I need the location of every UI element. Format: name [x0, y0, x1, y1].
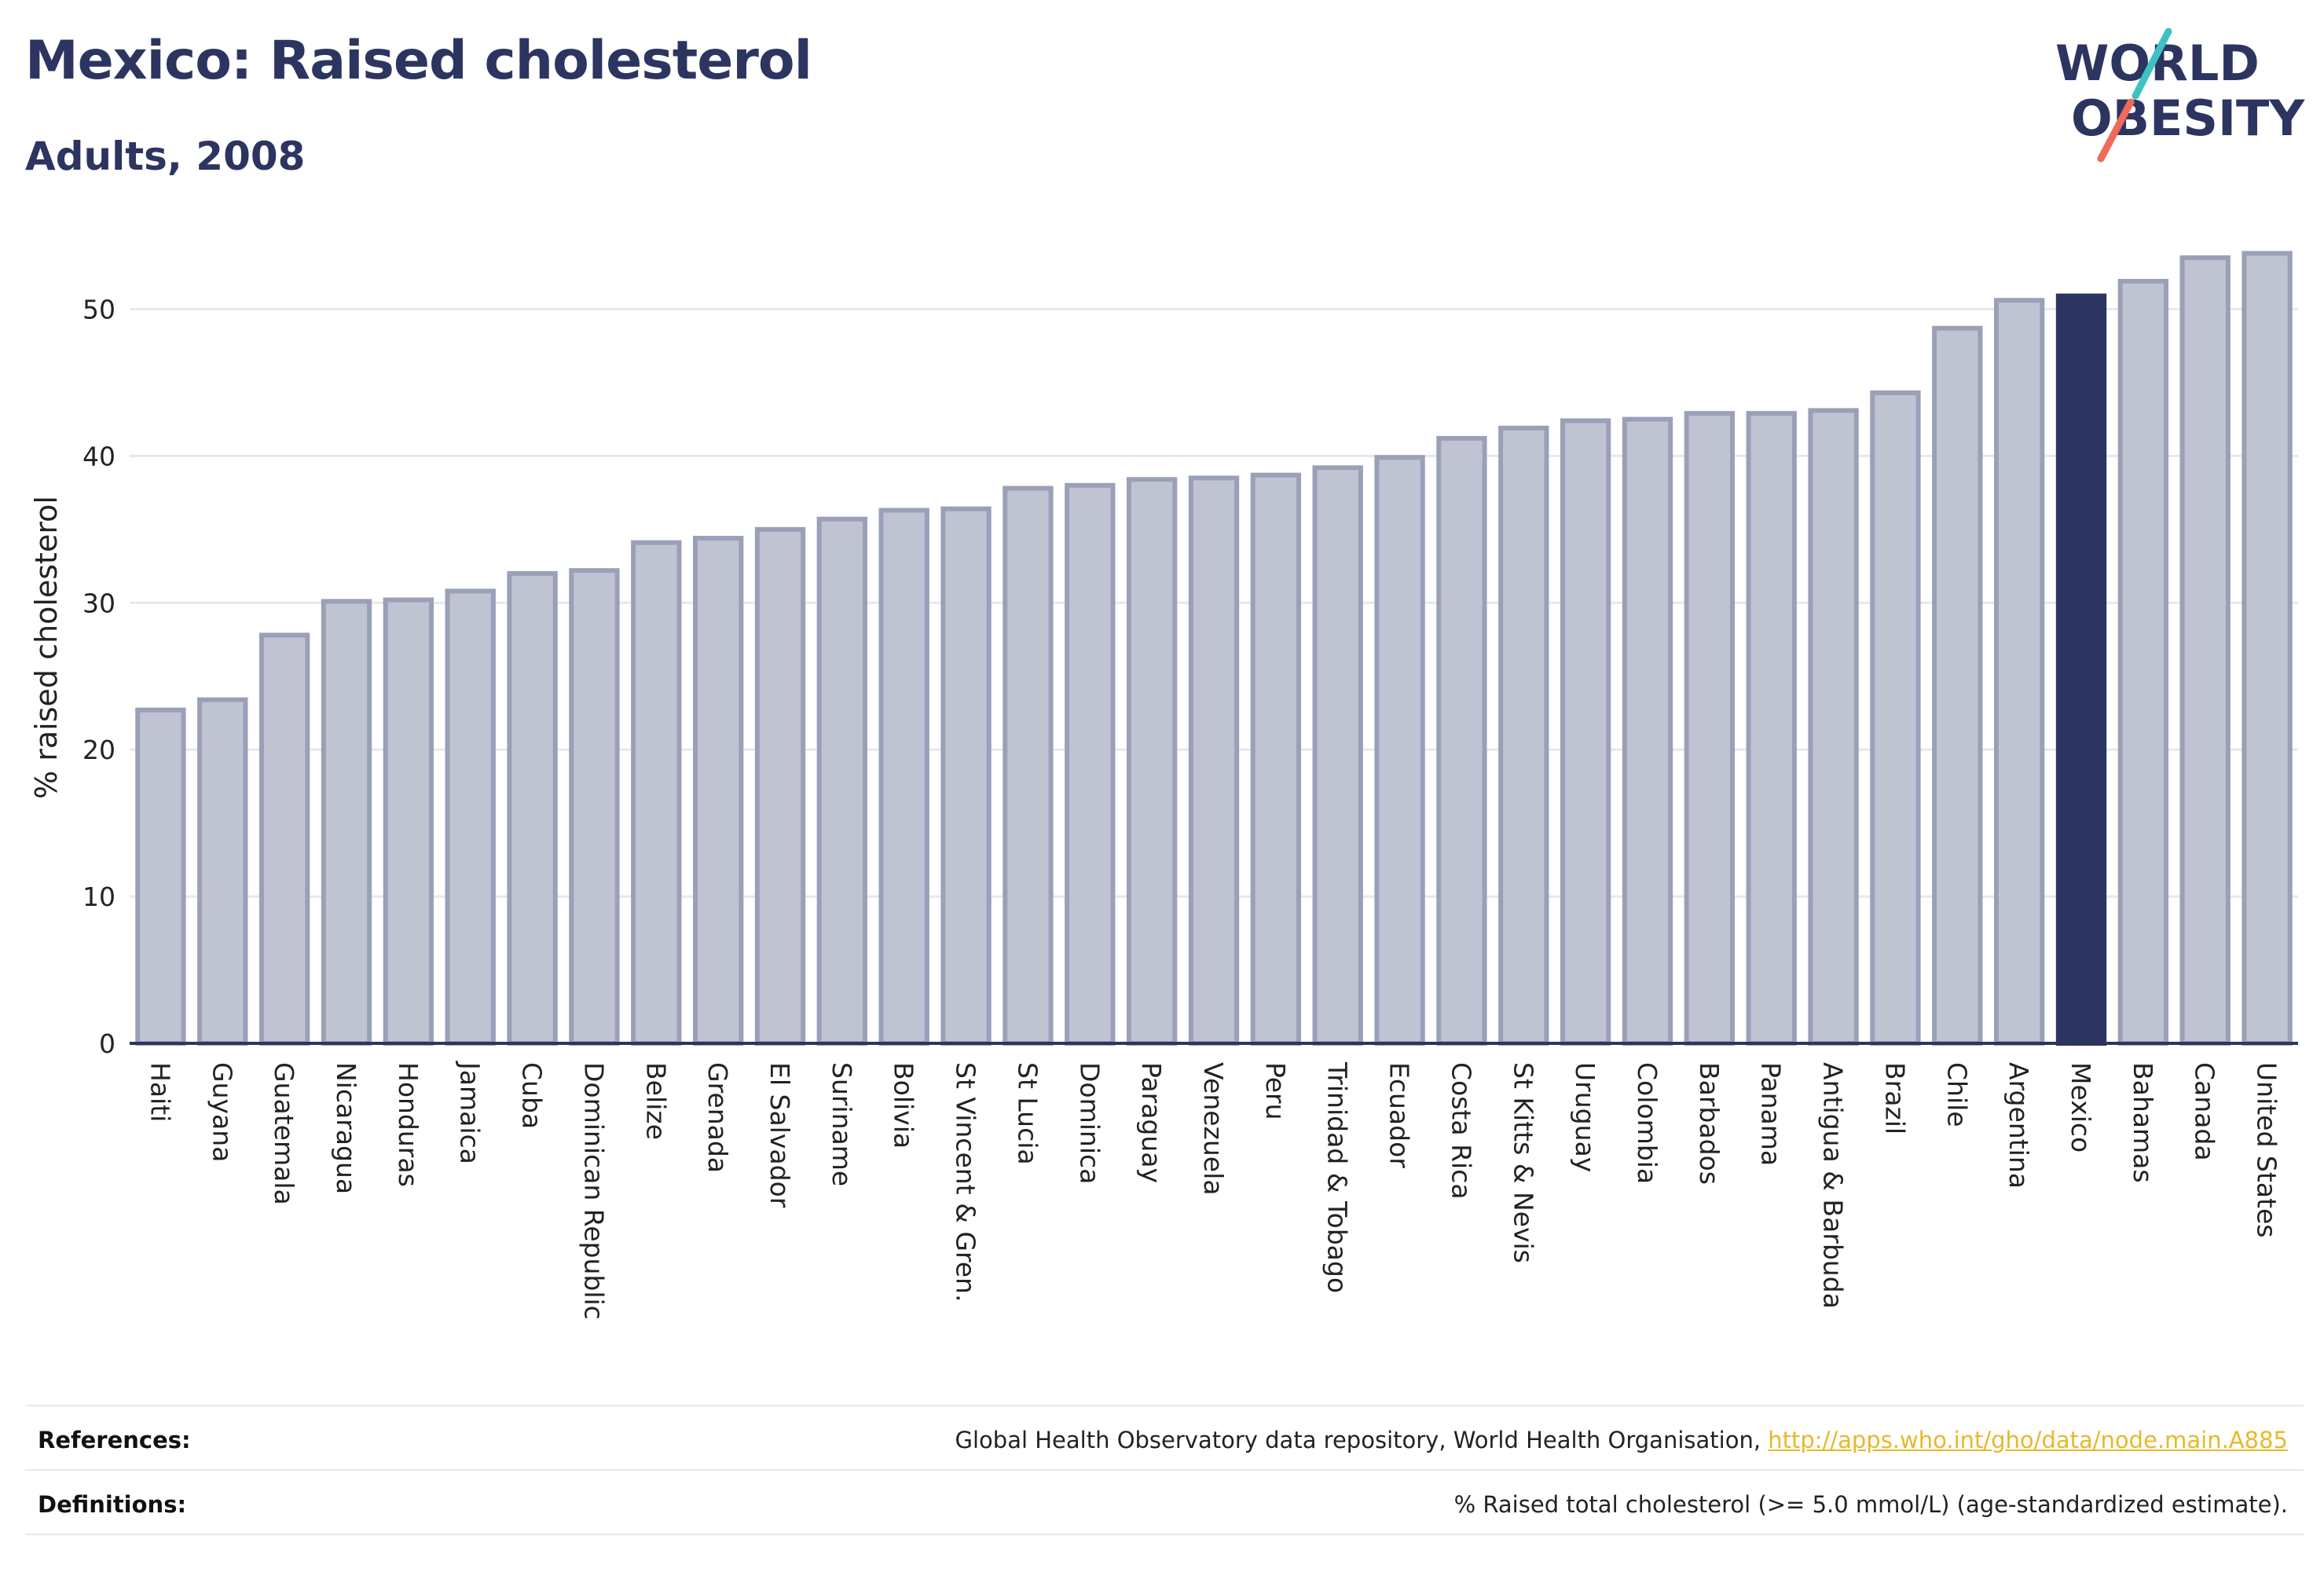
- bar-highlight: [2055, 293, 2107, 1046]
- x-tick-label: Nicaragua: [331, 1062, 361, 1194]
- definitions-label: Definitions:: [38, 1491, 187, 1518]
- bar: [1374, 455, 1425, 1046]
- bar: [878, 508, 929, 1046]
- bar: [1993, 298, 2045, 1046]
- x-tick-label: Honduras: [393, 1062, 423, 1187]
- references-label: References:: [38, 1427, 191, 1453]
- x-tick-label: Guyana: [207, 1062, 237, 1162]
- bar: [1003, 486, 1054, 1046]
- bar: [1312, 465, 1363, 1046]
- bar: [1746, 411, 1797, 1046]
- x-tick-label: St Lucia: [1012, 1062, 1043, 1165]
- x-tick-label: Paraguay: [1136, 1062, 1167, 1183]
- x-tick-label: Colombia: [1632, 1062, 1662, 1184]
- bar: [1808, 408, 1859, 1046]
- x-tick-label: Dominican Republic: [578, 1062, 609, 1320]
- footer-divider-bottom: [25, 1534, 2304, 1535]
- x-tick-label: El Salvador: [764, 1062, 795, 1208]
- x-tick-label: Belize: [640, 1062, 671, 1140]
- y-tick-label: 50: [82, 294, 115, 324]
- bar-chart: 0 10 20 30 40 50 % raised cholesterol Haiti Guya…: [29, 251, 2298, 1320]
- y-tick-label: 20: [82, 735, 115, 765]
- x-tick-label: Bahamas: [2128, 1062, 2158, 1183]
- x-tick-label: Uruguay: [1570, 1062, 1600, 1172]
- y-tick-label: 10: [82, 881, 115, 912]
- chart-subtitle: Adults, 2008: [25, 134, 306, 179]
- x-tick-label: Panama: [1756, 1062, 1787, 1166]
- bar: [1188, 475, 1240, 1046]
- bar: [940, 506, 992, 1046]
- bar: [197, 697, 248, 1046]
- bar: [2179, 255, 2231, 1046]
- x-tick-label: Cuba: [517, 1062, 548, 1129]
- logo-line1: WORLD: [2055, 35, 2260, 92]
- bar: [321, 599, 372, 1046]
- y-axis-label: % raised cholesterol: [29, 496, 64, 799]
- bar: [569, 568, 620, 1046]
- x-tick-label: Venezuela: [1198, 1062, 1229, 1195]
- x-tick-label: Trinidad & Tobago: [1322, 1061, 1353, 1293]
- x-tick-label: Chile: [1941, 1062, 1972, 1127]
- x-tick-label: Ecuador: [1384, 1062, 1415, 1168]
- references-value: Global Health Observatory data repositor…: [955, 1427, 2288, 1453]
- bar: [507, 570, 558, 1046]
- bar: [258, 632, 310, 1046]
- world-obesity-logo: WORLD OBESITY: [2055, 27, 2305, 163]
- bar: [1870, 390, 1921, 1046]
- references-text: Global Health Observatory data repositor…: [955, 1427, 1761, 1453]
- bar: [1932, 325, 1983, 1046]
- bar: [1065, 482, 1116, 1046]
- bar: [1126, 477, 1178, 1046]
- footer-divider-top: [25, 1405, 2304, 1406]
- x-tick-label: Canada: [2190, 1062, 2220, 1161]
- x-tick-label: Antigua & Barbuda: [1818, 1062, 1849, 1309]
- bar: [1560, 418, 1611, 1046]
- bar: [1498, 425, 1549, 1046]
- x-tick-label: Barbados: [1694, 1062, 1725, 1185]
- bar: [1250, 472, 1302, 1046]
- x-tick-label: Dominica: [1074, 1062, 1105, 1184]
- x-tick-label: Jamaica: [455, 1061, 486, 1164]
- bar: [2242, 251, 2293, 1046]
- y-tick-label: 0: [99, 1028, 115, 1059]
- y-tick-label: 30: [82, 588, 115, 618]
- y-tick-label: 40: [82, 441, 115, 471]
- references-link[interactable]: http://apps.who.int/gho/data/node.main.A…: [1768, 1427, 2288, 1453]
- logo-slash-teal: [2132, 27, 2172, 100]
- x-tick-label: United States: [2252, 1062, 2282, 1237]
- x-tick-label: Guatemala: [269, 1062, 299, 1205]
- bar: [816, 516, 868, 1046]
- bar: [754, 526, 806, 1046]
- bar: [1622, 416, 1673, 1046]
- x-tick-label: St Kitts & Nevis: [1508, 1062, 1538, 1263]
- bar: [383, 597, 434, 1046]
- x-tick-label: Grenada: [702, 1062, 733, 1173]
- bar: [1684, 411, 1736, 1046]
- x-tick-label: Bolivia: [889, 1062, 919, 1149]
- bar: [2117, 278, 2169, 1046]
- x-tick-label: Costa Rica: [1446, 1062, 1476, 1200]
- x-tick-label: Brazil: [1879, 1062, 1910, 1134]
- definitions-value: % Raised total cholesterol (>= 5.0 mmol/…: [1453, 1491, 2288, 1518]
- chart-title: Mexico: Raised cholesterol: [25, 30, 812, 92]
- footer-divider-middle: [25, 1469, 2304, 1471]
- x-tick-label: Mexico: [2066, 1062, 2096, 1153]
- bar: [631, 540, 682, 1046]
- x-tick-label: Haiti: [145, 1062, 175, 1122]
- x-tick-label: St Vincent & Gren.: [951, 1062, 981, 1302]
- bar: [445, 588, 496, 1046]
- x-tick-label: Suriname: [827, 1062, 857, 1186]
- x-tick-label: Argentina: [2003, 1062, 2034, 1189]
- logo-slash-coral: [2097, 98, 2135, 163]
- x-tick-label: Peru: [1260, 1062, 1291, 1120]
- bar: [692, 536, 744, 1046]
- bar: [135, 707, 186, 1046]
- bar: [1436, 435, 1487, 1046]
